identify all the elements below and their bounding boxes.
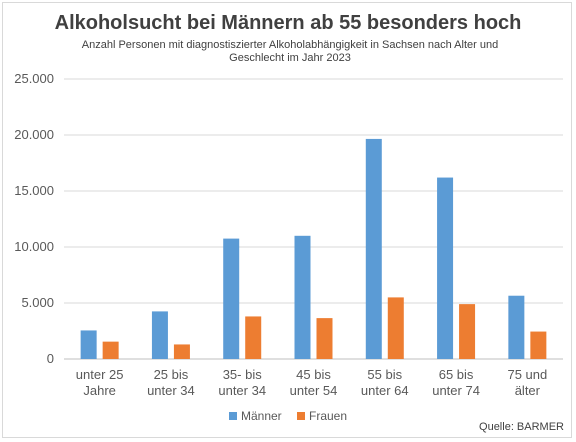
y-axis-ticks: 0 5.000 10.000 15.000 20.000 25.000 bbox=[14, 71, 54, 366]
legend-label-maenner: Männer bbox=[240, 409, 282, 423]
y-tick-label: 5.000 bbox=[21, 295, 54, 310]
bar-frauen bbox=[530, 331, 547, 359]
x-category-label: 65 bis unter 74 bbox=[432, 367, 480, 398]
bars bbox=[80, 138, 547, 359]
gridlines bbox=[64, 78, 563, 360]
bar-maenner bbox=[365, 138, 382, 359]
bar-frauen bbox=[459, 304, 476, 359]
legend: Männer Frauen bbox=[0, 409, 576, 423]
x-category-label: 35- bis unter 34 bbox=[218, 367, 266, 398]
bar-frauen bbox=[102, 341, 119, 359]
x-category-label: 45 bis unter 54 bbox=[290, 367, 338, 398]
y-tick-label: 0 bbox=[47, 351, 54, 366]
chart-frame bbox=[2, 2, 572, 438]
bar-maenner bbox=[151, 311, 168, 359]
x-axis-categories: unter 25 Jahre 25 bis unter 34 35- bis unter … bbox=[76, 367, 547, 398]
chart-subtitle: Anzahl Personen mit diagnostiszierter Al… bbox=[81, 39, 499, 64]
y-tick-label: 20.000 bbox=[14, 127, 54, 142]
x-category-label: unter 25 Jahre bbox=[76, 367, 124, 398]
bar-frauen bbox=[173, 344, 190, 359]
x-category-label: 25 bis unter 34 bbox=[147, 367, 195, 398]
chart-title: Alkoholsucht bei Männern ab 55 besonders… bbox=[54, 12, 522, 34]
legend-swatch-frauen bbox=[297, 412, 305, 420]
bar-maenner bbox=[223, 238, 240, 359]
x-category-label: 55 bis unter 64 bbox=[361, 367, 409, 398]
bar-maenner bbox=[437, 177, 454, 359]
source-note: Quelle: BARMER bbox=[479, 421, 564, 433]
y-tick-label: 15.000 bbox=[14, 183, 54, 198]
bar-frauen bbox=[316, 318, 333, 359]
legend-item-frauen: Frauen bbox=[297, 409, 347, 423]
bar-maenner bbox=[508, 295, 525, 359]
x-category-label: 75 und älter bbox=[507, 367, 547, 398]
y-tick-label: 25.000 bbox=[14, 71, 54, 86]
legend-swatch-maenner bbox=[228, 412, 237, 420]
bar-maenner bbox=[294, 235, 311, 359]
bar-frauen bbox=[387, 297, 404, 359]
legend-item-maenner: Männer bbox=[228, 409, 282, 423]
y-tick-label: 10.000 bbox=[14, 239, 54, 254]
bar-maenner bbox=[80, 330, 97, 359]
legend-label-frauen: Frauen bbox=[309, 409, 348, 423]
bar-frauen bbox=[245, 316, 262, 359]
